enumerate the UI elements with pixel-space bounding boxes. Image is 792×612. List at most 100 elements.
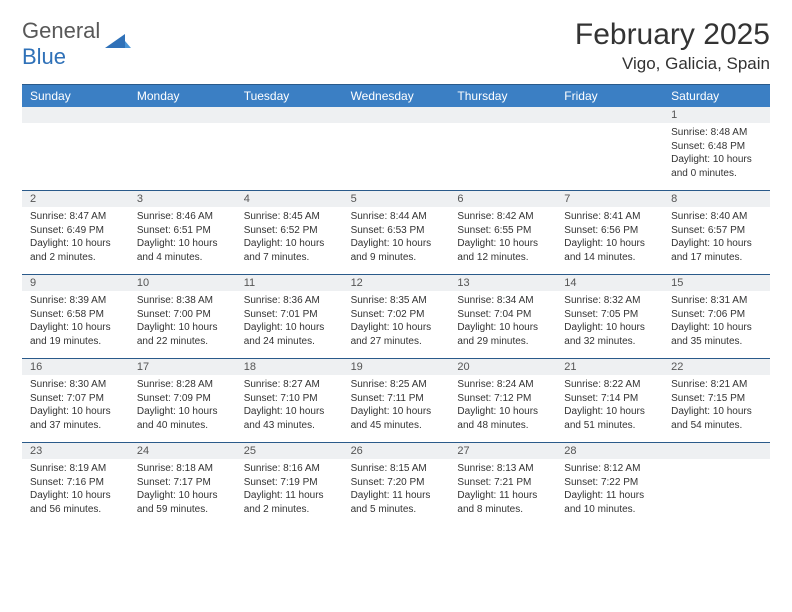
day-number: 4 <box>236 191 343 207</box>
day-detail: Sunrise: 8:44 AM Sunset: 6:53 PM Dayligh… <box>343 207 450 274</box>
day-number: 6 <box>449 191 556 207</box>
day-number: 7 <box>556 191 663 207</box>
day-number: 15 <box>663 275 770 291</box>
day-detail: Sunrise: 8:31 AM Sunset: 7:06 PM Dayligh… <box>663 291 770 358</box>
day-detail: Sunrise: 8:32 AM Sunset: 7:05 PM Dayligh… <box>556 291 663 358</box>
day-number: 18 <box>236 359 343 375</box>
day-number: 17 <box>129 359 236 375</box>
day-number: 1 <box>663 107 770 123</box>
day-number <box>449 107 556 123</box>
day-number: 20 <box>449 359 556 375</box>
day-detail: Sunrise: 8:27 AM Sunset: 7:10 PM Dayligh… <box>236 375 343 442</box>
day-detail: Sunrise: 8:21 AM Sunset: 7:15 PM Dayligh… <box>663 375 770 442</box>
title-block: February 2025 Vigo, Galicia, Spain <box>575 18 770 74</box>
week-row: 2345678Sunrise: 8:47 AM Sunset: 6:49 PM … <box>22 190 770 274</box>
day-detail: Sunrise: 8:30 AM Sunset: 7:07 PM Dayligh… <box>22 375 129 442</box>
month-title: February 2025 <box>575 18 770 52</box>
day-detail: Sunrise: 8:28 AM Sunset: 7:09 PM Dayligh… <box>129 375 236 442</box>
day-number: 22 <box>663 359 770 375</box>
day-detail: Sunrise: 8:18 AM Sunset: 7:17 PM Dayligh… <box>129 459 236 526</box>
week-row: 16171819202122Sunrise: 8:30 AM Sunset: 7… <box>22 358 770 442</box>
day-number: 12 <box>343 275 450 291</box>
day-detail: Sunrise: 8:24 AM Sunset: 7:12 PM Dayligh… <box>449 375 556 442</box>
day-number <box>663 443 770 459</box>
day-detail: Sunrise: 8:16 AM Sunset: 7:19 PM Dayligh… <box>236 459 343 526</box>
day-detail: Sunrise: 8:15 AM Sunset: 7:20 PM Dayligh… <box>343 459 450 526</box>
day-detail <box>343 123 450 190</box>
day-number-row: 1 <box>22 107 770 123</box>
weekday-label: Monday <box>129 85 236 107</box>
logo: General Blue <box>22 18 131 70</box>
day-detail: Sunrise: 8:35 AM Sunset: 7:02 PM Dayligh… <box>343 291 450 358</box>
weekday-label: Tuesday <box>236 85 343 107</box>
day-number-row: 16171819202122 <box>22 359 770 375</box>
week-row: 9101112131415Sunrise: 8:39 AM Sunset: 6:… <box>22 274 770 358</box>
day-number: 9 <box>22 275 129 291</box>
week-row: 232425262728Sunrise: 8:19 AM Sunset: 7:1… <box>22 442 770 526</box>
day-detail: Sunrise: 8:19 AM Sunset: 7:16 PM Dayligh… <box>22 459 129 526</box>
day-detail: Sunrise: 8:13 AM Sunset: 7:21 PM Dayligh… <box>449 459 556 526</box>
day-number: 27 <box>449 443 556 459</box>
day-detail: Sunrise: 8:38 AM Sunset: 7:00 PM Dayligh… <box>129 291 236 358</box>
page-header: General Blue February 2025 Vigo, Galicia… <box>22 18 770 74</box>
day-detail-row: Sunrise: 8:39 AM Sunset: 6:58 PM Dayligh… <box>22 291 770 358</box>
day-detail: Sunrise: 8:47 AM Sunset: 6:49 PM Dayligh… <box>22 207 129 274</box>
day-number: 5 <box>343 191 450 207</box>
day-number: 13 <box>449 275 556 291</box>
day-number: 24 <box>129 443 236 459</box>
week-row: 1Sunrise: 8:48 AM Sunset: 6:48 PM Daylig… <box>22 107 770 190</box>
day-number-row: 2345678 <box>22 191 770 207</box>
weekday-label: Sunday <box>22 85 129 107</box>
day-detail: Sunrise: 8:40 AM Sunset: 6:57 PM Dayligh… <box>663 207 770 274</box>
day-number <box>343 107 450 123</box>
day-number: 2 <box>22 191 129 207</box>
day-number <box>22 107 129 123</box>
day-detail-row: Sunrise: 8:19 AM Sunset: 7:16 PM Dayligh… <box>22 459 770 526</box>
day-detail: Sunrise: 8:42 AM Sunset: 6:55 PM Dayligh… <box>449 207 556 274</box>
location: Vigo, Galicia, Spain <box>575 54 770 74</box>
day-number-row: 9101112131415 <box>22 275 770 291</box>
weekday-label: Friday <box>556 85 663 107</box>
day-detail: Sunrise: 8:22 AM Sunset: 7:14 PM Dayligh… <box>556 375 663 442</box>
day-number: 16 <box>22 359 129 375</box>
logo-word-2: Blue <box>22 44 66 69</box>
weekday-label: Thursday <box>449 85 556 107</box>
day-detail: Sunrise: 8:46 AM Sunset: 6:51 PM Dayligh… <box>129 207 236 274</box>
weekday-label: Wednesday <box>343 85 450 107</box>
day-detail: Sunrise: 8:34 AM Sunset: 7:04 PM Dayligh… <box>449 291 556 358</box>
day-detail: Sunrise: 8:45 AM Sunset: 6:52 PM Dayligh… <box>236 207 343 274</box>
day-detail: Sunrise: 8:25 AM Sunset: 7:11 PM Dayligh… <box>343 375 450 442</box>
day-detail: Sunrise: 8:48 AM Sunset: 6:48 PM Dayligh… <box>663 123 770 190</box>
day-detail: Sunrise: 8:41 AM Sunset: 6:56 PM Dayligh… <box>556 207 663 274</box>
weekday-label: Saturday <box>663 85 770 107</box>
weekday-header: SundayMondayTuesdayWednesdayThursdayFrid… <box>22 85 770 107</box>
day-detail: Sunrise: 8:39 AM Sunset: 6:58 PM Dayligh… <box>22 291 129 358</box>
day-number <box>129 107 236 123</box>
day-detail <box>236 123 343 190</box>
day-number: 28 <box>556 443 663 459</box>
day-detail <box>449 123 556 190</box>
day-number: 23 <box>22 443 129 459</box>
day-number: 8 <box>663 191 770 207</box>
day-detail <box>663 459 770 526</box>
day-number: 25 <box>236 443 343 459</box>
day-detail <box>22 123 129 190</box>
day-detail <box>129 123 236 190</box>
logo-word-1: General <box>22 18 100 43</box>
day-number: 11 <box>236 275 343 291</box>
day-number: 10 <box>129 275 236 291</box>
calendar: SundayMondayTuesdayWednesdayThursdayFrid… <box>22 84 770 526</box>
day-detail-row: Sunrise: 8:48 AM Sunset: 6:48 PM Dayligh… <box>22 123 770 190</box>
day-number: 26 <box>343 443 450 459</box>
day-number: 3 <box>129 191 236 207</box>
day-detail-row: Sunrise: 8:30 AM Sunset: 7:07 PM Dayligh… <box>22 375 770 442</box>
day-detail: Sunrise: 8:12 AM Sunset: 7:22 PM Dayligh… <box>556 459 663 526</box>
day-detail-row: Sunrise: 8:47 AM Sunset: 6:49 PM Dayligh… <box>22 207 770 274</box>
day-detail: Sunrise: 8:36 AM Sunset: 7:01 PM Dayligh… <box>236 291 343 358</box>
day-number-row: 232425262728 <box>22 443 770 459</box>
day-number: 21 <box>556 359 663 375</box>
day-detail <box>556 123 663 190</box>
day-number: 19 <box>343 359 450 375</box>
day-number <box>556 107 663 123</box>
day-number: 14 <box>556 275 663 291</box>
